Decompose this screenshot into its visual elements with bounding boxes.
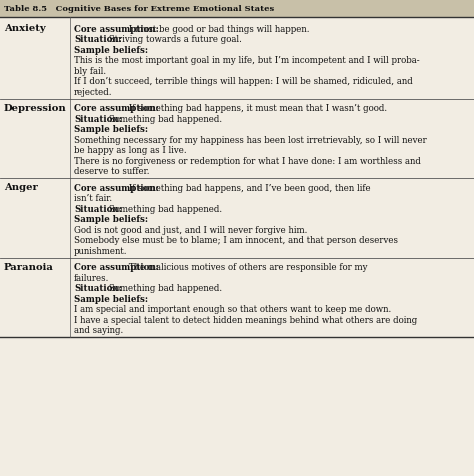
Text: rejected.: rejected.	[74, 88, 112, 97]
Text: Situation:: Situation:	[74, 204, 122, 213]
Text: punishment.: punishment.	[74, 246, 128, 255]
Text: Table 8.5   Cognitive Bases for Extreme Emotional States: Table 8.5 Cognitive Bases for Extreme Em…	[4, 5, 274, 13]
Text: Core assumption:: Core assumption:	[74, 104, 159, 113]
Text: Depression: Depression	[4, 103, 67, 112]
Text: Something necessary for my happiness has been lost irretrievably, so I will neve: Something necessary for my happiness has…	[74, 135, 427, 144]
Text: Situation:: Situation:	[74, 114, 122, 123]
Text: Something bad happened.: Something bad happened.	[106, 114, 222, 123]
Text: Sample beliefs:: Sample beliefs:	[74, 215, 148, 224]
Text: Something bad happened.: Something bad happened.	[106, 284, 222, 292]
Text: Core assumption:: Core assumption:	[74, 183, 159, 192]
Text: failures.: failures.	[74, 273, 109, 282]
Text: Sample beliefs:: Sample beliefs:	[74, 46, 148, 54]
Text: deserve to suffer.: deserve to suffer.	[74, 167, 149, 176]
Text: isn’t fair.: isn’t fair.	[74, 194, 112, 203]
Text: I must be good or bad things will happen.: I must be good or bad things will happen…	[126, 25, 309, 33]
Text: and saying.: and saying.	[74, 326, 123, 335]
Text: I have a special talent to detect hidden meanings behind what others are doing: I have a special talent to detect hidden…	[74, 315, 417, 324]
Text: Core assumption:: Core assumption:	[74, 263, 159, 271]
Bar	[0, 0, 474, 18]
Text: Striving towards a future goal.: Striving towards a future goal.	[106, 35, 242, 44]
Text: I am special and important enough so that others want to keep me down.: I am special and important enough so tha…	[74, 305, 391, 314]
Text: Somebody else must be to blame; I am innocent, and that person deserves: Somebody else must be to blame; I am inn…	[74, 236, 398, 245]
Text: Paranoia: Paranoia	[4, 262, 54, 271]
Text: Anger: Anger	[4, 183, 38, 192]
Text: Sample beliefs:: Sample beliefs:	[74, 294, 148, 303]
Text: Something bad happened.: Something bad happened.	[106, 204, 222, 213]
Text: This is the most important goal in my life, but I’m incompetent and I will proba: This is the most important goal in my li…	[74, 56, 419, 65]
Text: Sample beliefs:: Sample beliefs:	[74, 125, 148, 134]
Text: God is not good and just, and I will never forgive him.: God is not good and just, and I will nev…	[74, 225, 307, 234]
Text: Anxiety: Anxiety	[4, 24, 46, 33]
Text: be happy as long as I live.: be happy as long as I live.	[74, 146, 187, 155]
Text: If something bad happens, it must mean that I wasn’t good.: If something bad happens, it must mean t…	[126, 104, 387, 113]
Text: Situation:: Situation:	[74, 35, 122, 44]
Text: Core assumption:: Core assumption:	[74, 25, 159, 33]
Text: bly fail.: bly fail.	[74, 67, 106, 76]
Text: Situation:: Situation:	[74, 284, 122, 292]
Text: There is no forgiveness or redemption for what I have done: I am worthless and: There is no forgiveness or redemption fo…	[74, 156, 421, 165]
Text: If I don’t succeed, terrible things will happen: I will be shamed, ridiculed, an: If I don’t succeed, terrible things will…	[74, 77, 413, 86]
Text: If something bad happens, and I’ve been good, then life: If something bad happens, and I’ve been …	[126, 183, 370, 192]
Text: The malicious motives of others are responsible for my: The malicious motives of others are resp…	[126, 263, 367, 271]
